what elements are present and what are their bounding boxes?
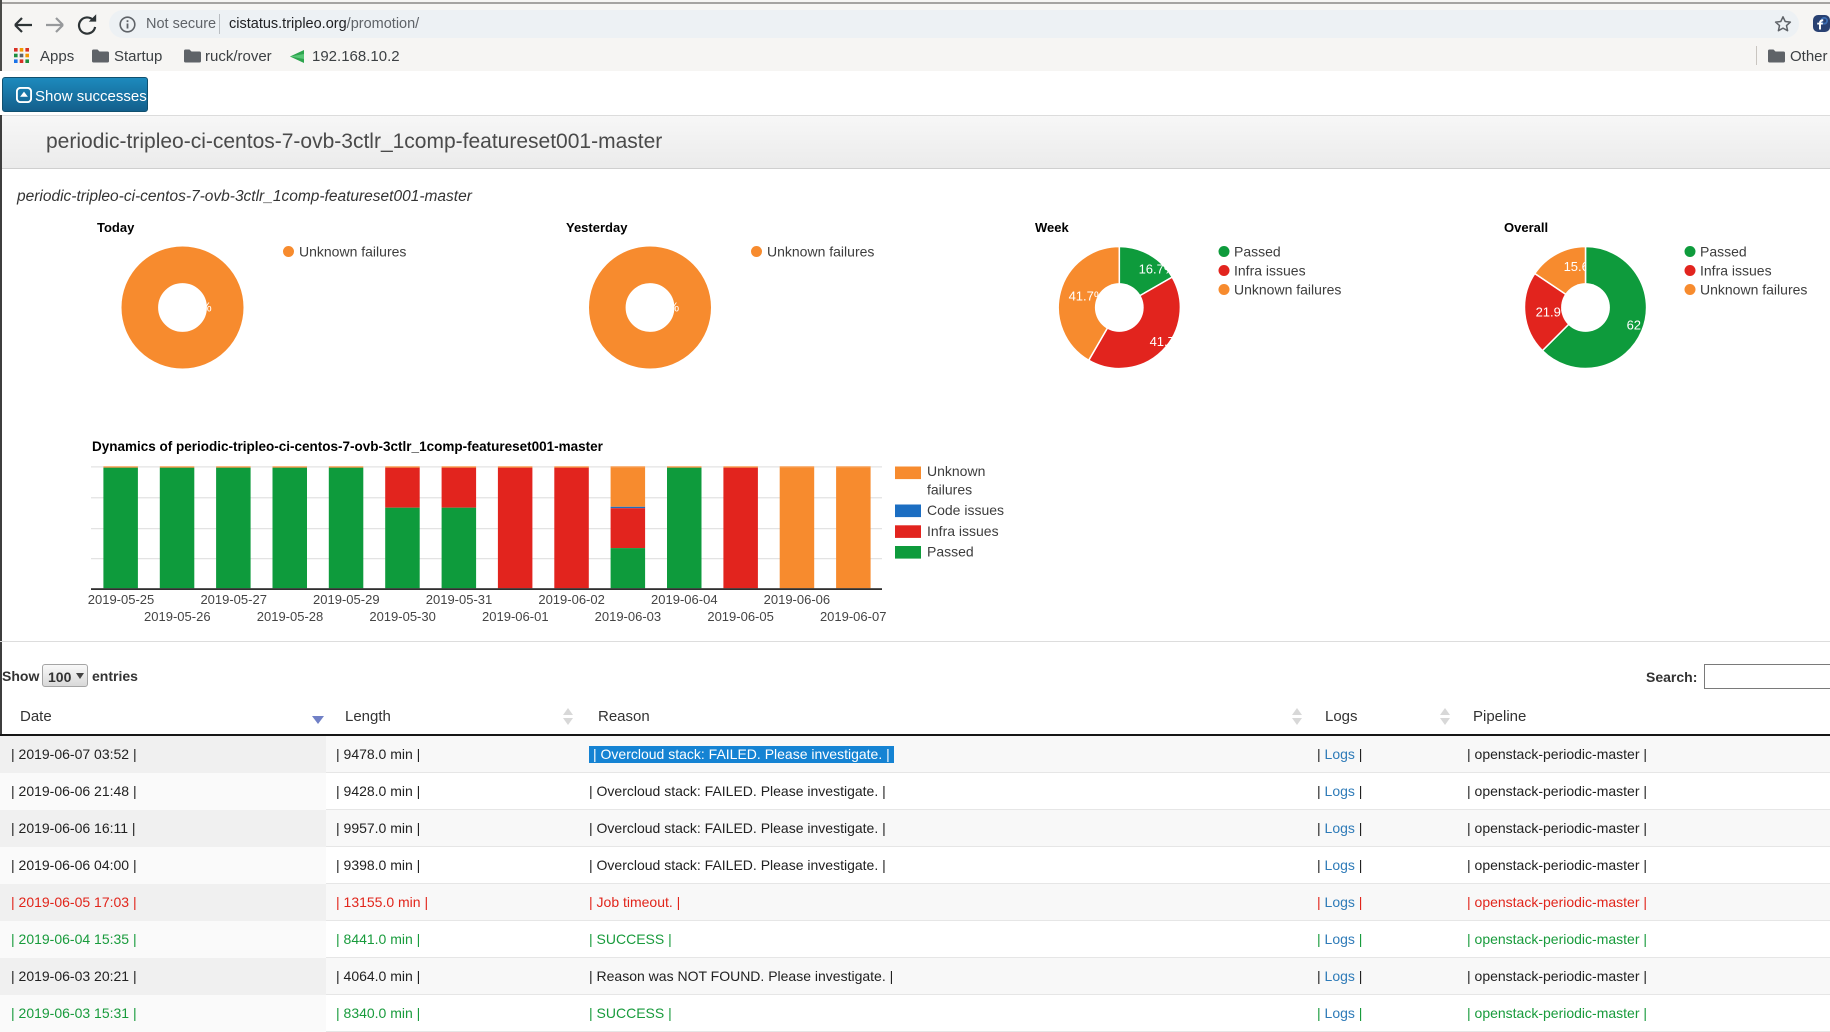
svg-text:2019-05-28: 2019-05-28 [257,609,324,624]
svg-text:2019-05-27: 2019-05-27 [200,592,267,607]
svg-text:100%: 100% [178,300,212,315]
svg-text:2019-06-07: 2019-06-07 [820,609,887,624]
svg-text:Unknown: Unknown [927,463,985,479]
svg-text:21.9%: 21.9% [1536,305,1573,320]
svg-text:2019-06-04: 2019-06-04 [651,592,718,607]
svg-text:2019-05-31: 2019-05-31 [426,592,493,607]
svg-text:Today: Today [97,220,135,235]
svg-text:Yesterday: Yesterday [566,220,628,235]
svg-text:Unknown failures: Unknown failures [767,244,874,260]
svg-text:Overall: Overall [1504,220,1548,235]
svg-text:2019-06-05: 2019-06-05 [707,609,774,624]
svg-text:Infra issues: Infra issues [927,523,999,539]
svg-text:Week: Week [1035,220,1069,235]
svg-text:Unknown failures: Unknown failures [1700,282,1807,298]
svg-text:Passed: Passed [1234,244,1281,260]
svg-text:2019-05-26: 2019-05-26 [144,609,211,624]
svg-text:15.6%: 15.6% [1564,259,1601,274]
svg-text:16.7%: 16.7% [1139,262,1176,277]
svg-text:41.7%: 41.7% [1069,289,1106,304]
svg-text:2019-06-02: 2019-06-02 [538,592,605,607]
svg-text:100%: 100% [646,300,680,315]
svg-text:2019-06-03: 2019-06-03 [595,609,662,624]
svg-text:Code issues: Code issues [927,502,1004,518]
svg-text:41.7%: 41.7% [1150,334,1187,349]
svg-text:2019-06-01: 2019-06-01 [482,609,549,624]
svg-text:2019-05-29: 2019-05-29 [313,592,380,607]
svg-text:Passed: Passed [1700,244,1747,260]
svg-text:Unknown failures: Unknown failures [299,244,406,260]
svg-text:failures: failures [927,482,972,498]
svg-text:Infra issues: Infra issues [1234,263,1306,279]
svg-text:Passed: Passed [927,544,974,560]
svg-text:2019-05-30: 2019-05-30 [369,609,436,624]
svg-text:Dynamics of periodic-tripleo-c: Dynamics of periodic-tripleo-ci-centos-7… [92,439,604,454]
svg-text:2019-06-06: 2019-06-06 [764,592,831,607]
svg-text:Infra issues: Infra issues [1700,263,1772,279]
svg-text:Unknown failures: Unknown failures [1234,282,1341,298]
svg-text:62.5%: 62.5% [1627,318,1664,333]
svg-text:2019-05-25: 2019-05-25 [88,592,155,607]
